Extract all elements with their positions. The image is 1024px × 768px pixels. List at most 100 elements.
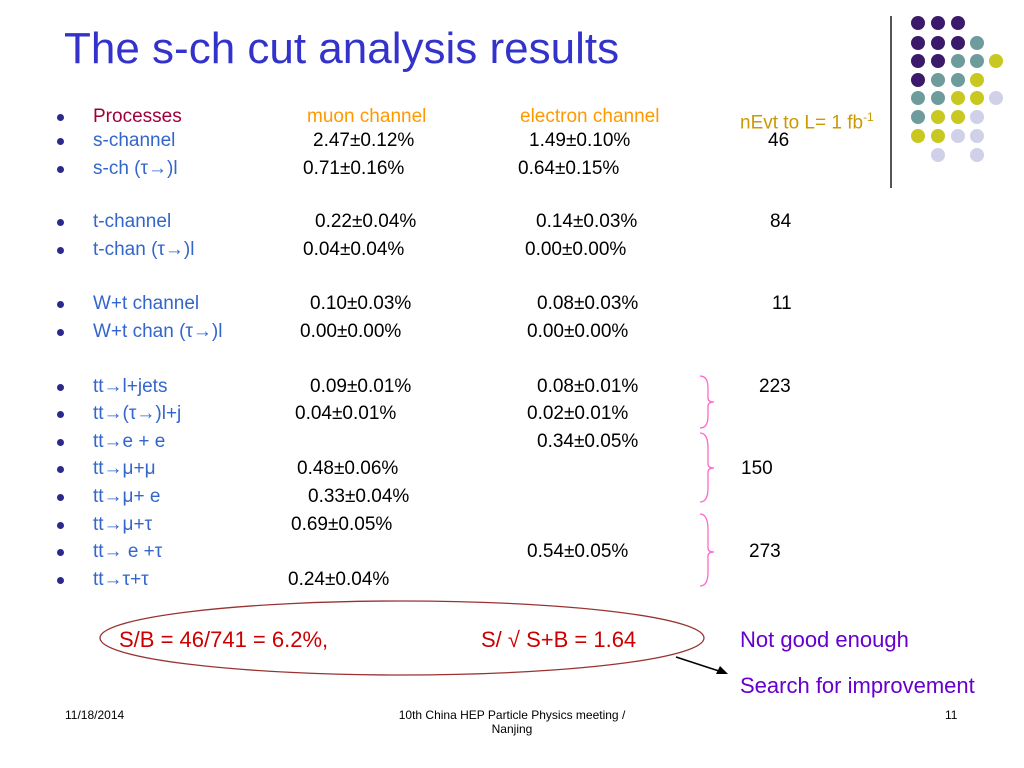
decorative-dot	[931, 129, 945, 143]
row-muon-value: 0.09±0.01%	[310, 376, 412, 397]
row-muon-value: 0.04±0.04%	[303, 239, 405, 260]
decorative-dot	[951, 73, 965, 87]
row-label: t-chan (τ→)l	[93, 239, 195, 260]
row-label: tt→e + e	[93, 431, 166, 452]
decorative-dot	[931, 16, 945, 30]
bullet-icon	[57, 494, 64, 501]
bullet-icon	[57, 577, 64, 584]
row-muon-value: 0.69±0.05%	[291, 514, 393, 535]
footer-event-line2: Nanjing	[491, 722, 533, 736]
decorative-dot	[931, 148, 945, 162]
divider-line	[890, 16, 892, 188]
bullet-icon	[57, 219, 64, 226]
brace-tt-tau	[699, 513, 715, 587]
decorative-dot	[970, 129, 984, 143]
row-muon-value: 0.33±0.04%	[308, 486, 410, 507]
row-label: t-channel	[93, 211, 172, 232]
row-nevt-value: 46	[768, 130, 790, 151]
row-label: s-ch (τ→)l	[93, 158, 178, 179]
footer-date: 11/18/2014	[65, 708, 125, 722]
bullet-icon	[57, 384, 64, 391]
row-label: tt→μ+ e	[93, 486, 161, 507]
row-label: tt→μ+τ	[93, 514, 153, 535]
decorative-dot	[931, 91, 945, 105]
row-nevt-value: 84	[770, 211, 792, 232]
bullet-icon	[57, 439, 64, 446]
row-label: tt→τ+τ	[93, 569, 149, 590]
footer-event-line1: 10th China HEP Particle Physics meeting …	[398, 708, 626, 722]
header-nevt-text: nEvt to L= 1 fb	[740, 112, 864, 134]
bullet-icon	[57, 522, 64, 529]
bullet-icon	[57, 549, 64, 556]
row-label: tt→ e +τ	[93, 541, 163, 562]
summary-significance: S/ √ S+B = 1.64	[481, 627, 637, 652]
decorative-dot	[951, 129, 965, 143]
row-label: tt→(τ→)l+j	[93, 403, 182, 424]
decorative-dot	[911, 73, 925, 87]
decorative-dot	[911, 110, 925, 124]
summary-signal-background: S/B = 46/741 = 6.2%,	[119, 627, 329, 652]
row-electron-value: 0.00±0.00%	[527, 321, 629, 342]
row-muon-value: 0.48±0.06%	[297, 458, 399, 479]
header-muon-channel: muon channel	[307, 106, 427, 127]
decorative-dot	[951, 91, 965, 105]
decorative-dot	[911, 54, 925, 68]
bullet-icon	[57, 138, 64, 145]
summary-action: Search for improvement	[740, 673, 975, 698]
decorative-dot	[970, 110, 984, 124]
row-muon-value: 0.24±0.04%	[288, 569, 390, 590]
row-electron-value: 0.64±0.15%	[518, 158, 620, 179]
decorative-dot	[911, 129, 925, 143]
summary-ellipse	[99, 600, 705, 676]
header-nevt: nEvt to L= 1 fb-1	[740, 106, 874, 134]
decorative-dot	[931, 110, 945, 124]
slide-title: The s-ch cut analysis results	[64, 24, 620, 73]
header-electron-channel: electron channel	[520, 106, 660, 127]
brace-tt-dilepton	[699, 432, 715, 503]
row-nevt-value: 150	[741, 458, 773, 479]
row-electron-value: 0.54±0.05%	[527, 541, 629, 562]
row-muon-value: 0.04±0.01%	[295, 403, 397, 424]
decorative-dot	[989, 54, 1003, 68]
row-muon-value: 0.22±0.04%	[315, 211, 417, 232]
row-electron-value: 0.08±0.03%	[537, 293, 639, 314]
row-muon-value: 0.10±0.03%	[310, 293, 412, 314]
summary-verdict: Not good enough	[740, 627, 909, 652]
decorative-dot	[970, 54, 984, 68]
header-processes: Processes	[93, 106, 182, 127]
decorative-dot	[911, 36, 925, 50]
decorative-dot	[970, 148, 984, 162]
decorative-dot	[931, 36, 945, 50]
row-muon-value: 2.47±0.12%	[313, 130, 415, 151]
row-electron-value: 0.34±0.05%	[537, 431, 639, 452]
row-label: W+t channel	[93, 293, 200, 314]
bullet-icon	[57, 301, 64, 308]
decorative-dot	[931, 54, 945, 68]
header-nevt-superscript: -1	[863, 110, 874, 124]
row-nevt-value: 223	[759, 376, 791, 397]
decorative-dot	[970, 73, 984, 87]
arrow-head-icon	[716, 666, 728, 674]
decorative-dot	[970, 91, 984, 105]
decorative-dot	[970, 36, 984, 50]
bullet-icon	[57, 247, 64, 254]
bullet-icon	[57, 166, 64, 173]
brace-tt-ljets	[699, 375, 715, 429]
decorative-dot	[951, 110, 965, 124]
bullet-icon	[57, 411, 64, 418]
row-electron-value: 0.00±0.00%	[525, 239, 627, 260]
row-label: s-channel	[93, 130, 176, 151]
row-electron-value: 0.14±0.03%	[536, 211, 638, 232]
decorative-dot	[911, 16, 925, 30]
bullet-icon	[57, 329, 64, 336]
row-electron-value: 0.08±0.01%	[537, 376, 639, 397]
row-muon-value: 0.71±0.16%	[303, 158, 405, 179]
row-label: tt→μ+μ	[93, 458, 156, 479]
row-nevt-value: 11	[772, 293, 792, 314]
decorative-dot	[951, 54, 965, 68]
row-label: tt→l+jets	[93, 376, 168, 397]
row-label: W+t chan (τ→)l	[93, 321, 223, 342]
decorative-dot	[989, 91, 1003, 105]
row-muon-value: 0.00±0.00%	[300, 321, 402, 342]
